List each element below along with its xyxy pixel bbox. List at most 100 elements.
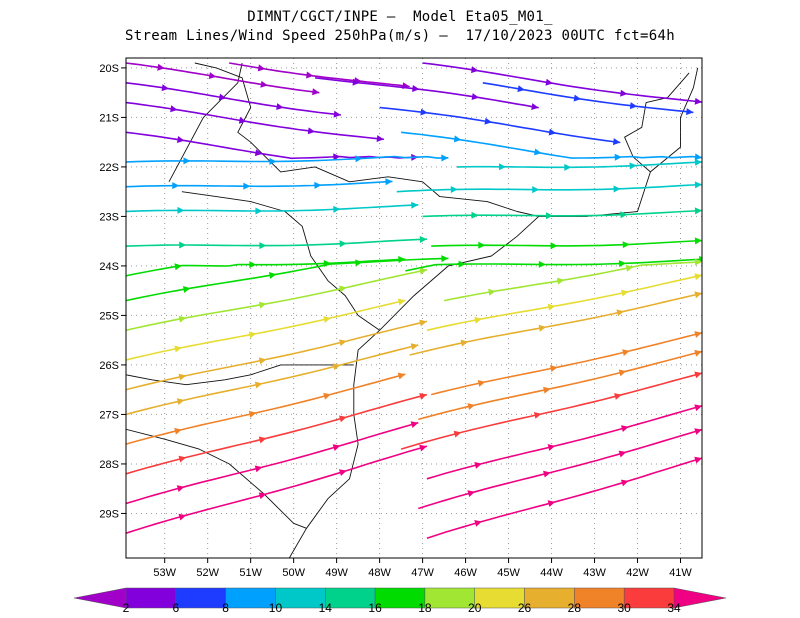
lat-tick-label: 22S bbox=[99, 162, 119, 174]
streamline-arrow bbox=[332, 363, 341, 371]
streamline-arrow bbox=[397, 298, 406, 306]
streamline-arrow bbox=[178, 315, 187, 323]
streamline-arrow bbox=[543, 470, 551, 478]
streamline bbox=[426, 457, 702, 539]
streamline-arrow bbox=[174, 345, 182, 353]
streamline bbox=[431, 332, 702, 396]
streamline bbox=[126, 155, 449, 163]
streamline-arrow bbox=[339, 285, 347, 293]
lon-tick-label: 42W bbox=[626, 567, 649, 579]
streamline-arrow bbox=[260, 80, 268, 88]
streamline-arrow bbox=[178, 513, 187, 521]
streamline-arrow bbox=[488, 288, 496, 296]
streamlines bbox=[126, 62, 702, 539]
streamline-arrow bbox=[258, 492, 267, 500]
streamline-arrow bbox=[333, 110, 341, 118]
streamline-arrow bbox=[622, 241, 630, 249]
streamline-arrow bbox=[547, 444, 556, 451]
lat-tick-label: 26S bbox=[99, 360, 119, 372]
streamline-arrow bbox=[419, 235, 427, 243]
streamline-arrow bbox=[254, 465, 263, 473]
streamline-arrow bbox=[694, 371, 702, 379]
streamline-arrow bbox=[259, 242, 267, 250]
streamline bbox=[400, 372, 702, 450]
streamline-arrow bbox=[441, 154, 449, 162]
colorbar-segment bbox=[673, 587, 727, 609]
streamline-arrow bbox=[248, 410, 257, 418]
streamline bbox=[443, 261, 702, 302]
lon-tick-label: 51W bbox=[239, 567, 262, 579]
streamline-arrow bbox=[694, 237, 702, 245]
streamline-arrow bbox=[255, 207, 263, 215]
streamline-arrow bbox=[625, 264, 634, 272]
streamline-arrow bbox=[410, 421, 419, 429]
streamline-arrow bbox=[545, 212, 553, 220]
streamline-arrow bbox=[694, 428, 702, 435]
streamline-arrow bbox=[339, 240, 347, 248]
streamline-arrow bbox=[573, 94, 582, 102]
border-sp-pr bbox=[181, 191, 380, 331]
streamline-arrow bbox=[621, 289, 629, 297]
colorbar: 2 6 8 10 14 16 18 20 26 28 30 34 bbox=[73, 587, 727, 615]
streamline-arrow bbox=[694, 349, 702, 357]
streamline-arrow bbox=[208, 72, 217, 79]
streamline-arrow bbox=[618, 260, 627, 268]
streamline bbox=[126, 344, 419, 416]
streamline bbox=[315, 77, 539, 109]
streamline-arrow bbox=[614, 153, 622, 161]
lon-tick-label: 44W bbox=[540, 567, 563, 579]
streamline-arrow bbox=[161, 84, 169, 92]
streamline-arrow bbox=[355, 155, 363, 163]
streamline-arrow bbox=[268, 271, 277, 279]
lat-tick-label: 21S bbox=[99, 112, 119, 124]
streamline-arrow bbox=[694, 181, 702, 189]
colorbar-label: 26 bbox=[518, 601, 532, 615]
lon-tick-label: 45W bbox=[497, 567, 520, 579]
colorbar-label: 28 bbox=[568, 601, 582, 615]
streamline bbox=[409, 292, 702, 356]
colorbar-label: 30 bbox=[618, 601, 632, 615]
streamline-arrow bbox=[467, 490, 476, 497]
lon-tick-label: 47W bbox=[411, 567, 434, 579]
streamline-arrow bbox=[411, 201, 419, 209]
streamline bbox=[126, 82, 342, 116]
streamline-arrow bbox=[420, 108, 428, 116]
border-pr-sc bbox=[126, 364, 354, 386]
streamline-arrow bbox=[629, 102, 638, 110]
streamline-arrow bbox=[397, 372, 406, 380]
streamline bbox=[396, 183, 702, 193]
border-mg-sp bbox=[194, 62, 539, 217]
streamline-arrow bbox=[694, 331, 702, 338]
streamline bbox=[126, 131, 419, 160]
streamline-arrow bbox=[248, 331, 257, 339]
streamline-arrow bbox=[471, 93, 480, 100]
streamline-arrow bbox=[254, 381, 263, 389]
streamline bbox=[126, 62, 320, 94]
streamline-arrow bbox=[694, 258, 702, 266]
streamline-arrow bbox=[694, 291, 702, 299]
streamline bbox=[379, 106, 621, 144]
streamline bbox=[482, 82, 694, 114]
colorbar-label: 6 bbox=[172, 601, 179, 615]
colorbar-label: 18 bbox=[418, 601, 432, 615]
streamline-arrow bbox=[323, 316, 331, 323]
streamline-arrow bbox=[629, 162, 637, 170]
streamline-arrow bbox=[254, 149, 263, 157]
streamline-arrow bbox=[477, 379, 486, 387]
colorbar-label: 14 bbox=[319, 601, 333, 615]
streamline bbox=[426, 274, 702, 332]
streamline-arrow bbox=[484, 117, 492, 125]
streamline-arrow bbox=[412, 85, 420, 92]
streamline-arrow bbox=[545, 78, 553, 86]
streamline bbox=[126, 299, 406, 361]
streamline-arrow bbox=[618, 369, 627, 377]
lon-tick-label: 49W bbox=[325, 567, 348, 579]
streamline bbox=[126, 257, 449, 302]
border-sc-rs bbox=[126, 428, 307, 529]
streamline bbox=[126, 204, 419, 213]
streamline-arrow bbox=[533, 411, 542, 419]
lat-tick-label: 20S bbox=[99, 63, 119, 75]
streamline-arrow bbox=[474, 520, 482, 527]
streamline-arrow bbox=[538, 260, 546, 268]
